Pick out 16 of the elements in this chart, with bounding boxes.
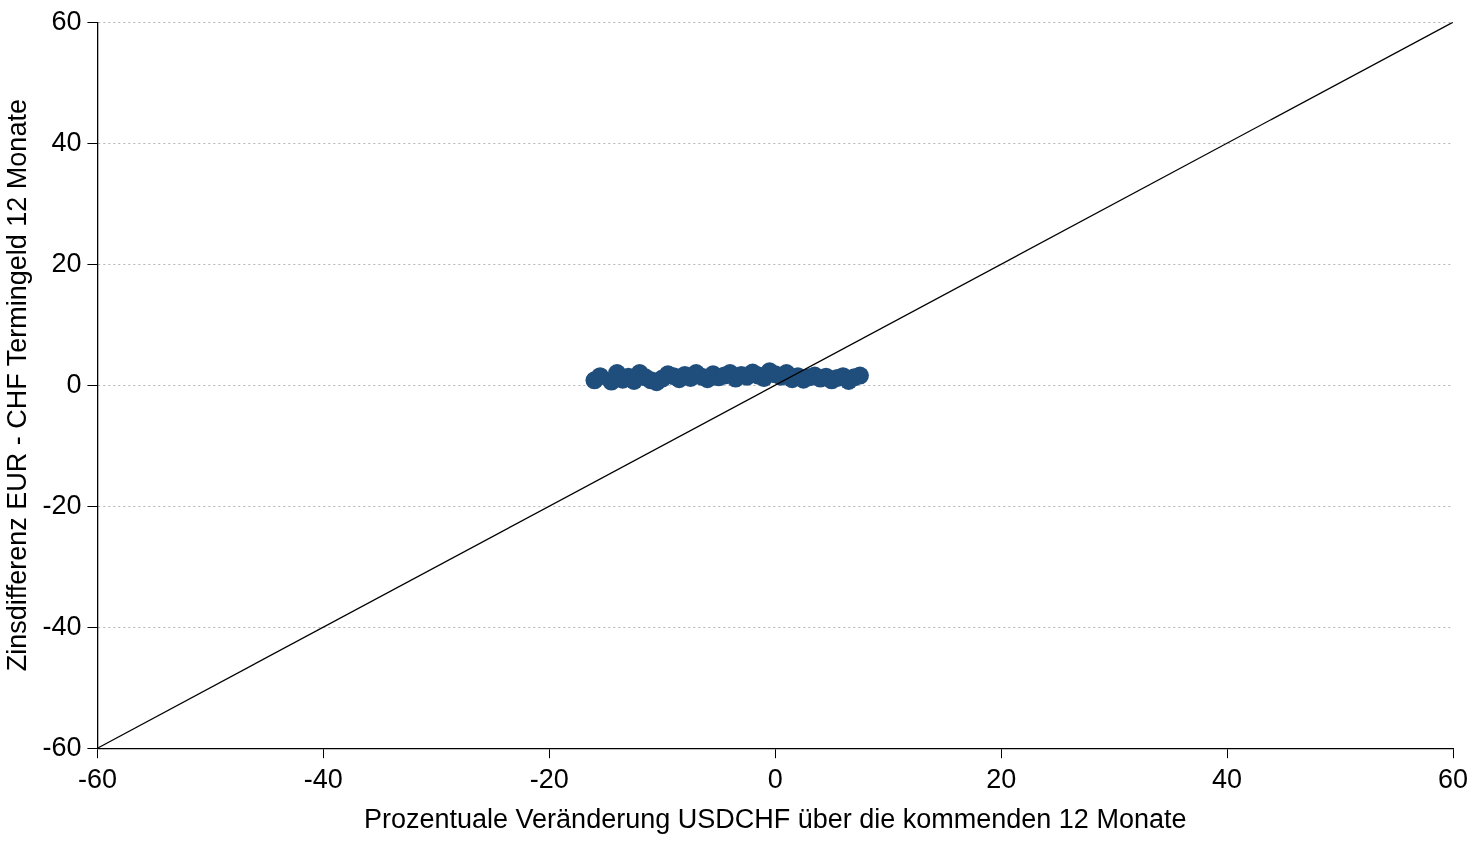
x-tick-label: 0 (767, 763, 783, 794)
x-tick-label: 60 (1437, 763, 1469, 794)
x-axis-title: Prozentuale Veränderung USDCHF über die kommenden 12 Monate (363, 804, 1187, 835)
y-tick-label: 60 (51, 5, 82, 36)
y-tick-label: 0 (66, 368, 82, 399)
y-tick-label: 40 (51, 126, 82, 157)
y-tick-label: 20 (51, 247, 82, 278)
x-tick-label: -40 (303, 763, 343, 794)
x-tick-label: 40 (1212, 763, 1243, 794)
x-tick-label: -60 (77, 763, 117, 794)
y-tick-label: -20 (42, 489, 82, 520)
y-tick-label: -40 (42, 610, 82, 641)
x-tick-label: 20 (986, 763, 1017, 794)
y-tick-label: -60 (42, 731, 82, 762)
y-axis-title: Zinsdifferenz EUR - CHF Termingeld 12 Monate (1, 99, 32, 672)
x-tick-label: -20 (529, 763, 569, 794)
